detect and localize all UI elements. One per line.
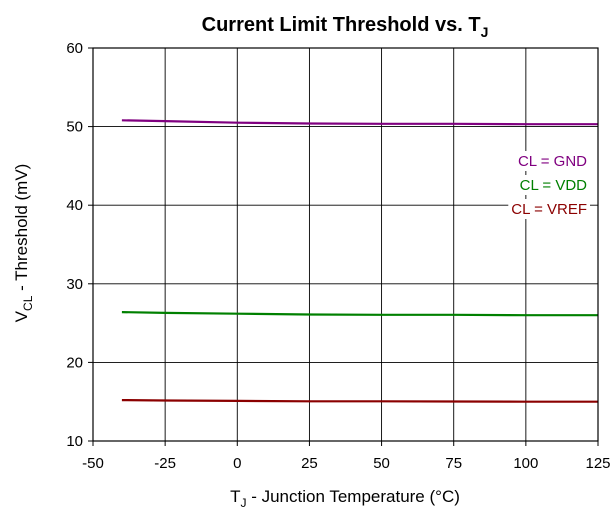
plot-frame	[92, 47, 599, 442]
y-tick-label: 20	[66, 354, 83, 371]
y-tick-label: 10	[66, 433, 83, 450]
series-label-2: CL = VDD	[520, 177, 588, 194]
chart-title: Current Limit Threshold vs. TJ	[202, 14, 489, 40]
y-tick-label: 60	[66, 40, 83, 57]
x-tick-label: 100	[513, 455, 538, 472]
x-tick-label: -50	[82, 455, 104, 472]
series-line-2	[121, 311, 598, 317]
y-tick-label: 30	[66, 276, 83, 293]
series-label-background	[516, 175, 591, 195]
y-axis-label: VCL - Threshold (mV)	[12, 164, 35, 323]
y-axis-label-sub: CL	[21, 295, 35, 311]
y-tick-label: 50	[66, 119, 83, 136]
series-label-background	[514, 151, 591, 171]
x-tick-label: 75	[445, 455, 462, 472]
x-tick-label: 50	[373, 455, 390, 472]
y-tick-label: 40	[66, 197, 83, 214]
x-axis-label-rest: - Junction Temperature (°C)	[246, 487, 459, 506]
chart-title-sub: J	[481, 24, 489, 40]
series-line-1	[121, 119, 598, 126]
series-label-3: CL = VREF	[511, 201, 587, 218]
series-label-background	[508, 199, 590, 219]
x-axis-label-main: T	[230, 487, 240, 506]
x-tick-label: 0	[233, 455, 241, 472]
series-label-1: CL = GND	[518, 153, 587, 170]
x-tick-label: -25	[154, 455, 176, 472]
chart-title-main: Current Limit Threshold vs. T	[202, 14, 481, 36]
x-tick-label: 125	[585, 455, 610, 472]
x-axis-label-sub: J	[240, 496, 246, 510]
x-tick-label: 25	[301, 455, 318, 472]
x-axis-label: TJ - Junction Temperature (°C)	[230, 487, 460, 510]
series-line-3	[121, 399, 598, 403]
y-axis-label-rest: - Threshold (mV)	[12, 164, 31, 296]
y-axis-label-main: V	[12, 310, 31, 322]
